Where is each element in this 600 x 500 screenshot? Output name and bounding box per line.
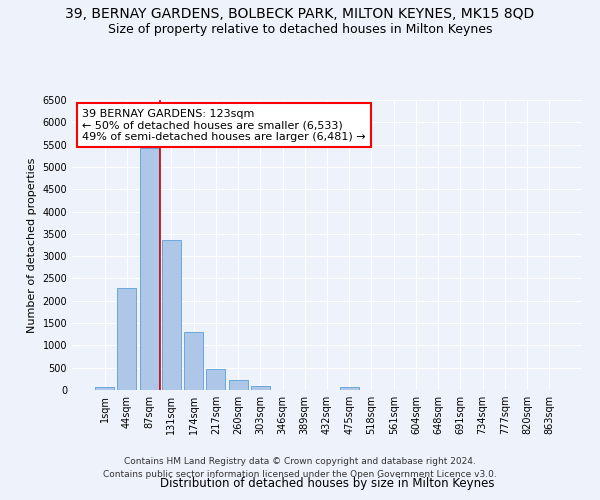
Text: 39, BERNAY GARDENS, BOLBECK PARK, MILTON KEYNES, MK15 8QD: 39, BERNAY GARDENS, BOLBECK PARK, MILTON… [65, 8, 535, 22]
Text: 39 BERNAY GARDENS: 123sqm
← 50% of detached houses are smaller (6,533)
49% of se: 39 BERNAY GARDENS: 123sqm ← 50% of detac… [82, 108, 366, 142]
Text: Contains HM Land Registry data © Crown copyright and database right 2024.
Contai: Contains HM Land Registry data © Crown c… [103, 458, 497, 479]
Bar [340, 387, 359, 390]
Bar [162, 240, 181, 390]
Bar [95, 386, 114, 390]
Y-axis label: Number of detached properties: Number of detached properties [27, 158, 37, 332]
Bar [118, 288, 136, 390]
Text: Distribution of detached houses by size in Milton Keynes: Distribution of detached houses by size … [160, 477, 494, 490]
Bar [184, 332, 203, 390]
Bar [229, 380, 248, 390]
Bar [140, 148, 158, 390]
Bar [206, 369, 225, 390]
Text: Size of property relative to detached houses in Milton Keynes: Size of property relative to detached ho… [108, 22, 492, 36]
Bar [251, 386, 270, 390]
